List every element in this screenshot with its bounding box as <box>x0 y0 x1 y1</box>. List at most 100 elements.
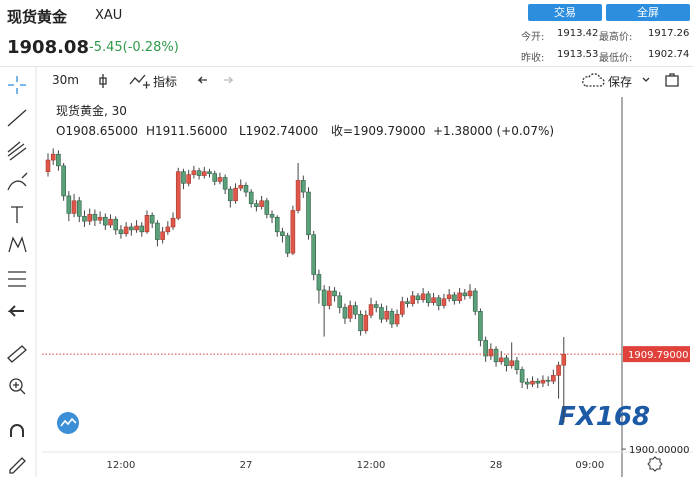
candle-body <box>462 292 468 297</box>
candle-body <box>103 216 108 226</box>
pattern-tool[interactable] <box>8 236 27 253</box>
candle-body <box>243 184 249 193</box>
candle-body <box>452 294 457 301</box>
candle-body <box>300 180 306 193</box>
candle-body <box>175 171 181 219</box>
candle-body <box>415 295 421 301</box>
candle-body <box>504 357 509 366</box>
candle-body <box>332 290 337 297</box>
candle-body <box>97 216 103 221</box>
candle-body <box>405 301 410 304</box>
fib-tool[interactable] <box>7 141 27 161</box>
candle-body <box>399 301 405 315</box>
stat-label: 昨收: <box>521 53 545 64</box>
x-tick-label: 09:00 <box>575 460 604 471</box>
candle-body <box>457 292 462 301</box>
candle-body <box>488 348 494 357</box>
candle-body <box>551 375 556 382</box>
stat-value: 1913.42 <box>557 28 599 39</box>
candle-body <box>285 235 290 254</box>
candle-body <box>327 290 332 306</box>
candle-body <box>311 234 317 275</box>
candle-body <box>358 313 363 332</box>
instrument-symbol: XAU <box>95 8 123 23</box>
stat-value: 1902.74 <box>648 49 690 60</box>
candle-body <box>191 170 197 175</box>
candle-body <box>228 188 233 202</box>
watermark: FX168 <box>558 402 650 432</box>
indicators-button[interactable]: 指标 <box>153 75 178 89</box>
candle-body <box>472 290 478 312</box>
candle-body <box>379 307 384 320</box>
save-menu-icon[interactable] <box>642 77 650 82</box>
logo-glyph <box>60 417 77 427</box>
candle-body <box>155 222 160 240</box>
candle-body <box>347 305 353 319</box>
candle-body <box>353 305 358 315</box>
cloud-icon[interactable] <box>582 73 605 87</box>
x-tick-label: 12:00 <box>357 460 386 471</box>
candle-body <box>446 294 452 300</box>
candle-icon[interactable] <box>99 74 107 88</box>
text-tool[interactable] <box>11 206 23 223</box>
price-tag <box>623 346 690 363</box>
candle-body <box>71 200 77 214</box>
chart-title: 现货黄金, 30 <box>56 103 127 118</box>
stat-value: 1913.53 <box>557 49 599 60</box>
fullscreen-button[interactable]: 全屏 <box>606 4 690 21</box>
candle-body <box>254 203 259 207</box>
candle-body <box>259 200 264 207</box>
candle-body <box>233 187 238 202</box>
indicator-icon[interactable] <box>129 74 150 89</box>
candle-body <box>493 348 499 363</box>
candle-body <box>556 364 561 376</box>
stat-label: 今开: <box>521 32 545 43</box>
y-tick-label: 1900.00000 <box>629 445 689 456</box>
candle-body <box>295 180 301 211</box>
trade-button[interactable]: 交易 <box>528 4 602 21</box>
ruler-tool[interactable] <box>7 345 27 363</box>
candle-body <box>274 216 280 233</box>
candle-body <box>368 304 374 316</box>
candle-body <box>66 195 72 214</box>
candle-body <box>514 360 520 370</box>
undo-icon[interactable] <box>197 76 207 84</box>
candle-body <box>337 295 343 308</box>
zoom-tool[interactable] <box>9 378 23 392</box>
candle-body <box>280 231 285 237</box>
brush-tool[interactable] <box>7 172 28 191</box>
interval-button[interactable]: 30m <box>52 73 79 87</box>
candle-body <box>144 215 150 233</box>
candle-body <box>483 340 488 357</box>
redo-icon[interactable] <box>224 76 234 84</box>
snapshot-icon[interactable] <box>665 73 679 87</box>
pen-tool[interactable] <box>9 457 26 474</box>
candle-body <box>82 216 87 222</box>
candle-body <box>290 210 296 254</box>
candle-body <box>410 295 416 304</box>
save-button[interactable]: 保存 <box>608 75 633 89</box>
divider <box>0 66 693 67</box>
crosshair-tool[interactable] <box>8 76 26 94</box>
candle-body <box>264 200 270 215</box>
candle-body <box>76 200 82 217</box>
trendline-tool[interactable] <box>7 109 27 127</box>
candle-body <box>170 217 176 228</box>
collapse-tool[interactable] <box>7 305 24 317</box>
legend-change: +1.38000 (+0.07%) <box>433 124 554 138</box>
watermark-group: FX168 <box>57 402 650 434</box>
magnet-tool[interactable] <box>10 424 24 437</box>
candle-body <box>129 226 134 231</box>
measure-tool[interactable] <box>8 271 26 287</box>
candle-body <box>45 159 51 172</box>
candle-body <box>545 379 551 382</box>
candle-body <box>207 171 212 174</box>
stat-label: 最高价: <box>599 32 633 43</box>
settings-icon[interactable] <box>647 456 663 472</box>
candle-body <box>426 293 431 303</box>
candle-body <box>384 311 389 320</box>
candle-body <box>123 226 129 235</box>
x-tick-label: 12:00 <box>107 460 136 471</box>
price-change: -5.45(-0.28%) <box>89 40 179 55</box>
